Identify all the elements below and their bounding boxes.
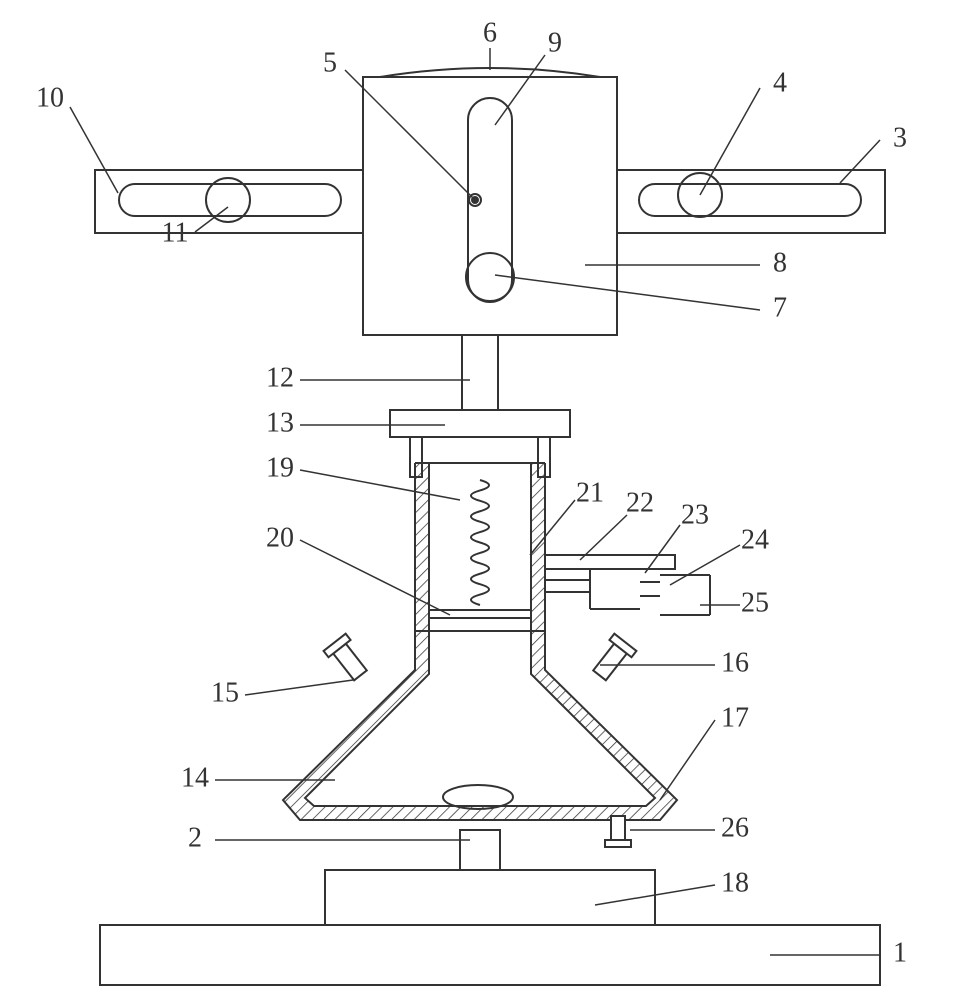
callout-label-9: 9: [548, 27, 562, 58]
callout-label-18: 18: [721, 867, 749, 898]
callout-label-2: 2: [188, 822, 202, 853]
callout-label-15: 15: [211, 677, 239, 708]
callout-label-6: 6: [483, 17, 497, 48]
callout-label-8: 8: [773, 247, 787, 278]
callout-label-7: 7: [773, 292, 787, 323]
callout-label-20: 20: [266, 522, 294, 553]
callout-label-23: 23: [681, 499, 709, 530]
callout-label-21: 21: [576, 477, 604, 508]
callout-label-17: 17: [721, 702, 749, 733]
callout-label-12: 12: [266, 362, 294, 393]
callout-label-22: 22: [626, 487, 654, 518]
callout-label-1: 1: [893, 937, 907, 968]
callout-label-24: 24: [741, 524, 769, 555]
callout-label-13: 13: [266, 407, 294, 438]
callout-label-3: 3: [893, 122, 907, 153]
callout-label-14: 14: [181, 762, 209, 793]
callout-label-4: 4: [773, 67, 787, 98]
callout-label-10: 10: [36, 82, 64, 113]
callout-label-11: 11: [162, 217, 189, 248]
callout-label-16: 16: [721, 647, 749, 678]
callout-label-5: 5: [323, 47, 337, 78]
callout-label-19: 19: [266, 452, 294, 483]
callout-label-26: 26: [721, 812, 749, 843]
callout-label-25: 25: [741, 587, 769, 618]
